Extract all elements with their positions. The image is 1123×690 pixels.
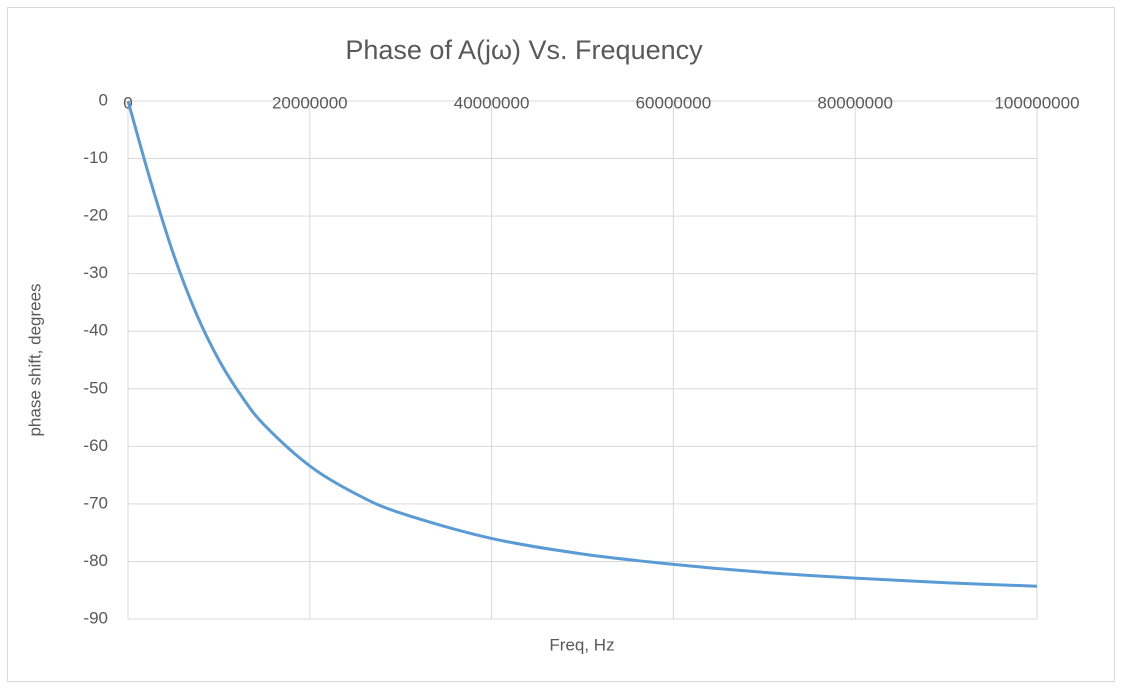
y-tick-label: 0 <box>99 90 108 109</box>
x-tick-label: 20000000 <box>272 93 348 112</box>
chart-border <box>7 7 1115 682</box>
y-tick-label: -80 <box>83 551 108 570</box>
y-tick-label: -30 <box>83 263 108 282</box>
x-tick-label: 80000000 <box>817 93 893 112</box>
y-tick-label: -10 <box>83 148 108 167</box>
y-tick-label: -90 <box>83 608 108 627</box>
y-tick-label: -20 <box>83 206 108 225</box>
x-axis-title: Freq, Hz <box>549 635 614 654</box>
y-tick-label: -70 <box>83 493 108 512</box>
x-tick-label: 40000000 <box>454 93 530 112</box>
y-tick-label: -40 <box>83 321 108 340</box>
data-line <box>126 100 1038 588</box>
y-tick-label: -50 <box>83 378 108 397</box>
y-axis-title: phase shift, degrees <box>25 283 44 436</box>
x-tick-label: 60000000 <box>636 93 712 112</box>
chart-title: Phase of A(jω) Vs. Frequency <box>345 35 703 65</box>
x-tick-label: 100000000 <box>994 93 1079 112</box>
y-tick-label: -60 <box>83 436 108 455</box>
